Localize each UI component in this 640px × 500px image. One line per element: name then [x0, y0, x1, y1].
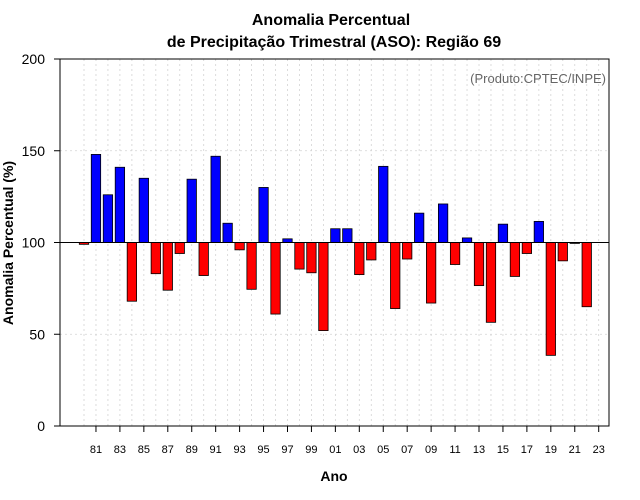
bar-1992	[222, 222, 233, 243]
bar-1983	[114, 166, 126, 243]
bar-2019	[545, 242, 556, 356]
x-tick-label: 81	[90, 444, 102, 456]
x-tick-label: 05	[377, 444, 389, 456]
bar-2006	[390, 242, 401, 309]
x-tick-label: 95	[257, 444, 269, 456]
bar-1986	[150, 242, 161, 275]
x-tick-label: 93	[233, 444, 245, 456]
bar-2009	[426, 242, 437, 304]
bar-2016	[509, 242, 521, 277]
x-tick-label: 01	[329, 444, 341, 456]
bar-2008	[414, 212, 425, 243]
x-tick-label: 03	[353, 444, 365, 456]
x-tick-label: 21	[569, 444, 581, 456]
x-tick-label: 89	[186, 444, 198, 456]
x-tick-label: 19	[545, 444, 557, 456]
y-tick-label: 50	[29, 326, 45, 342]
x-tick-label: 09	[425, 444, 437, 456]
y-tick-label: 0	[37, 418, 45, 434]
bar-2003	[354, 242, 365, 276]
bar-1985	[138, 177, 149, 243]
bar-1996	[270, 242, 281, 315]
bar-2007	[402, 242, 413, 260]
x-axis: 81 83 85 87 89 91 93 95 97 99 01 03 05 07 09 11 13 15 17 19…	[90, 426, 605, 456]
chart-subtitle: de Precipitação Trimestral (ASO): Região…	[167, 34, 501, 51]
y-tick-label: 200	[22, 51, 46, 67]
y-tick-label: 150	[22, 143, 46, 159]
bar-1994	[246, 242, 257, 290]
bar-2010	[437, 203, 449, 243]
bar-2017	[521, 242, 532, 254]
bar-2001	[330, 228, 341, 243]
x-tick-label: 11	[449, 444, 460, 456]
bar-1998	[294, 242, 305, 270]
bar-1984	[126, 242, 137, 302]
bar-2011	[449, 242, 461, 265]
x-tick-label: 97	[281, 444, 293, 456]
bar-1987	[162, 242, 173, 291]
y-axis-label: Anomalia Percentual (%)	[0, 161, 16, 325]
x-tick-label: 99	[305, 444, 317, 456]
bar-1997	[282, 238, 293, 243]
bar-1982	[102, 194, 114, 243]
bar-2005	[378, 165, 389, 243]
x-tick-label: 85	[138, 444, 150, 456]
x-tick-label: 83	[114, 444, 126, 456]
bar-1981	[90, 154, 102, 243]
credit-text: (Produto:CPTEC/INPE)	[470, 71, 606, 86]
y-tick-label: 100	[22, 235, 46, 251]
chart-title: Anomalia Percentual	[252, 12, 410, 29]
bar-1993	[234, 242, 245, 251]
x-tick-label: 23	[593, 444, 605, 456]
bar-2012	[461, 237, 473, 243]
x-axis-label: Ano	[320, 468, 347, 484]
x-tick-label: 07	[401, 444, 413, 456]
bar-1995	[258, 187, 269, 243]
bar-2014	[485, 242, 497, 323]
bar-2020	[557, 242, 568, 262]
x-tick-label: 15	[497, 444, 509, 456]
bar-2018	[533, 220, 544, 243]
bar-2000	[318, 242, 329, 331]
bar-2004	[366, 242, 377, 261]
bar-1989	[186, 178, 197, 243]
bar-2015	[497, 223, 509, 243]
x-tick-label: 17	[521, 444, 533, 456]
x-tick-label: 13	[473, 444, 485, 456]
grid-lines	[60, 58, 609, 427]
x-tick-label: 87	[162, 444, 174, 456]
bar-1991	[210, 155, 221, 243]
bar-2022	[581, 242, 592, 308]
bar-1988	[174, 242, 185, 254]
bar-1999	[306, 242, 317, 274]
bar-2013	[473, 242, 485, 287]
y-axis: 0 50 100 150 200	[22, 51, 60, 434]
bar-1990	[198, 242, 209, 276]
x-tick-label: 91	[210, 444, 222, 456]
bar-2002	[342, 228, 353, 243]
